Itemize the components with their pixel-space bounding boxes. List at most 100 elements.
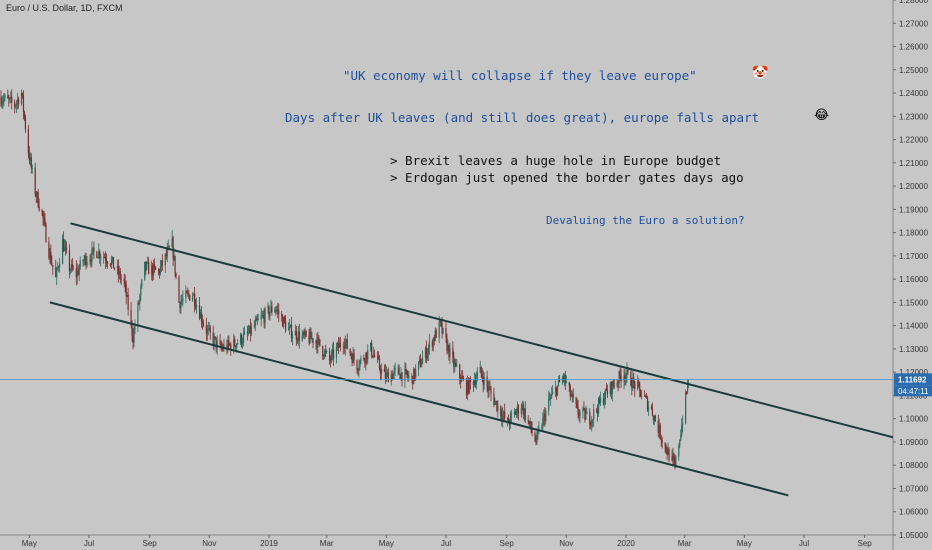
candle-body [331, 349, 334, 353]
candle-body [126, 294, 128, 297]
candle-body [141, 279, 143, 287]
candle-body [158, 270, 161, 274]
candle-body [419, 359, 422, 367]
candle-body [401, 372, 403, 382]
candle-body [394, 368, 396, 370]
candle-body [598, 398, 601, 403]
candle-body [494, 401, 496, 405]
channel-lower-line[interactable] [49, 301, 789, 497]
candle-body [96, 251, 98, 258]
candle-body [359, 360, 361, 368]
candle-body [112, 256, 115, 269]
candle-body [373, 354, 375, 358]
candle-body [530, 421, 532, 430]
candle-body [431, 341, 433, 347]
candle-body [199, 312, 202, 319]
candle-body [123, 278, 125, 282]
candle-body [215, 337, 217, 348]
candle-body [516, 405, 519, 412]
laughing-icon: 😂 [814, 108, 830, 123]
candle-body [612, 381, 614, 386]
candle-body [264, 308, 266, 323]
candle-body [427, 347, 430, 354]
candle-body [146, 262, 148, 270]
candle-body [216, 340, 218, 348]
candle-body [234, 339, 236, 346]
candle-body [179, 302, 181, 309]
candle-body [317, 337, 319, 348]
candle-body [687, 383, 689, 393]
chart-title: Euro / U.S. Dollar, 1D, FXCM [6, 3, 123, 13]
candle-body [147, 262, 149, 264]
candle-body [634, 381, 636, 390]
candle-body [246, 331, 249, 334]
candle-body [583, 408, 585, 410]
y-tick-label: 1.20000 [899, 182, 928, 191]
candle-body [338, 342, 340, 348]
candle-body [133, 329, 135, 343]
candle-body [213, 336, 215, 345]
candle-body [76, 270, 78, 278]
candle-body [421, 358, 424, 364]
candle-body [181, 300, 183, 302]
candle-body [428, 341, 430, 348]
candle-body [637, 381, 639, 390]
candle-body [309, 331, 311, 343]
candle-body [269, 312, 271, 317]
candle-body [586, 411, 588, 414]
candle-body [212, 332, 214, 345]
candle-body [651, 407, 653, 416]
candle-body [27, 129, 29, 154]
candle-body [43, 218, 45, 220]
candle-body [658, 424, 660, 433]
candle-body [297, 331, 299, 341]
candle-body [466, 380, 469, 396]
candle-body [72, 268, 74, 270]
candle-body [407, 374, 409, 378]
candle-body [0, 97, 2, 105]
candle-body [383, 368, 385, 372]
candle-body [178, 276, 180, 303]
candle-body [160, 260, 162, 267]
candle-body [618, 371, 620, 384]
candle-body [318, 337, 320, 340]
candle-body [528, 420, 530, 424]
candle-body [664, 442, 666, 446]
candle-body [521, 404, 523, 409]
candle-body [132, 335, 134, 343]
candle-body [187, 292, 189, 294]
candle-body [652, 415, 654, 421]
candle-body [4, 95, 6, 99]
candle-body [289, 324, 292, 327]
y-tick-label: 1.08000 [899, 461, 928, 470]
candle-body [483, 376, 485, 385]
candle-body [386, 372, 388, 373]
candle-body [497, 405, 499, 411]
candle-body [358, 367, 360, 371]
candle-body [342, 346, 344, 347]
candle-body [263, 315, 265, 323]
candle-body [562, 377, 564, 379]
candle-body [405, 369, 407, 370]
channel-upper-line[interactable] [70, 222, 894, 439]
candle-body [500, 405, 502, 416]
candle-body [352, 353, 354, 363]
candle-body [609, 382, 611, 395]
candle-body [448, 345, 450, 358]
candle-body [488, 387, 490, 391]
candle-body [98, 251, 100, 258]
candle-body [510, 413, 513, 415]
x-tick-label: Sep [500, 539, 515, 548]
candle-body [247, 332, 250, 334]
candle-body [685, 392, 687, 424]
candle-body [7, 95, 9, 99]
candle-body [125, 284, 127, 297]
candle-body [647, 406, 650, 411]
current-price-label: 1.11692 [898, 375, 927, 384]
candle-body [481, 373, 483, 379]
candle-body [267, 306, 269, 309]
y-tick-label: 1.26000 [899, 43, 928, 52]
candle-body [290, 324, 293, 339]
candle-body [548, 398, 550, 411]
